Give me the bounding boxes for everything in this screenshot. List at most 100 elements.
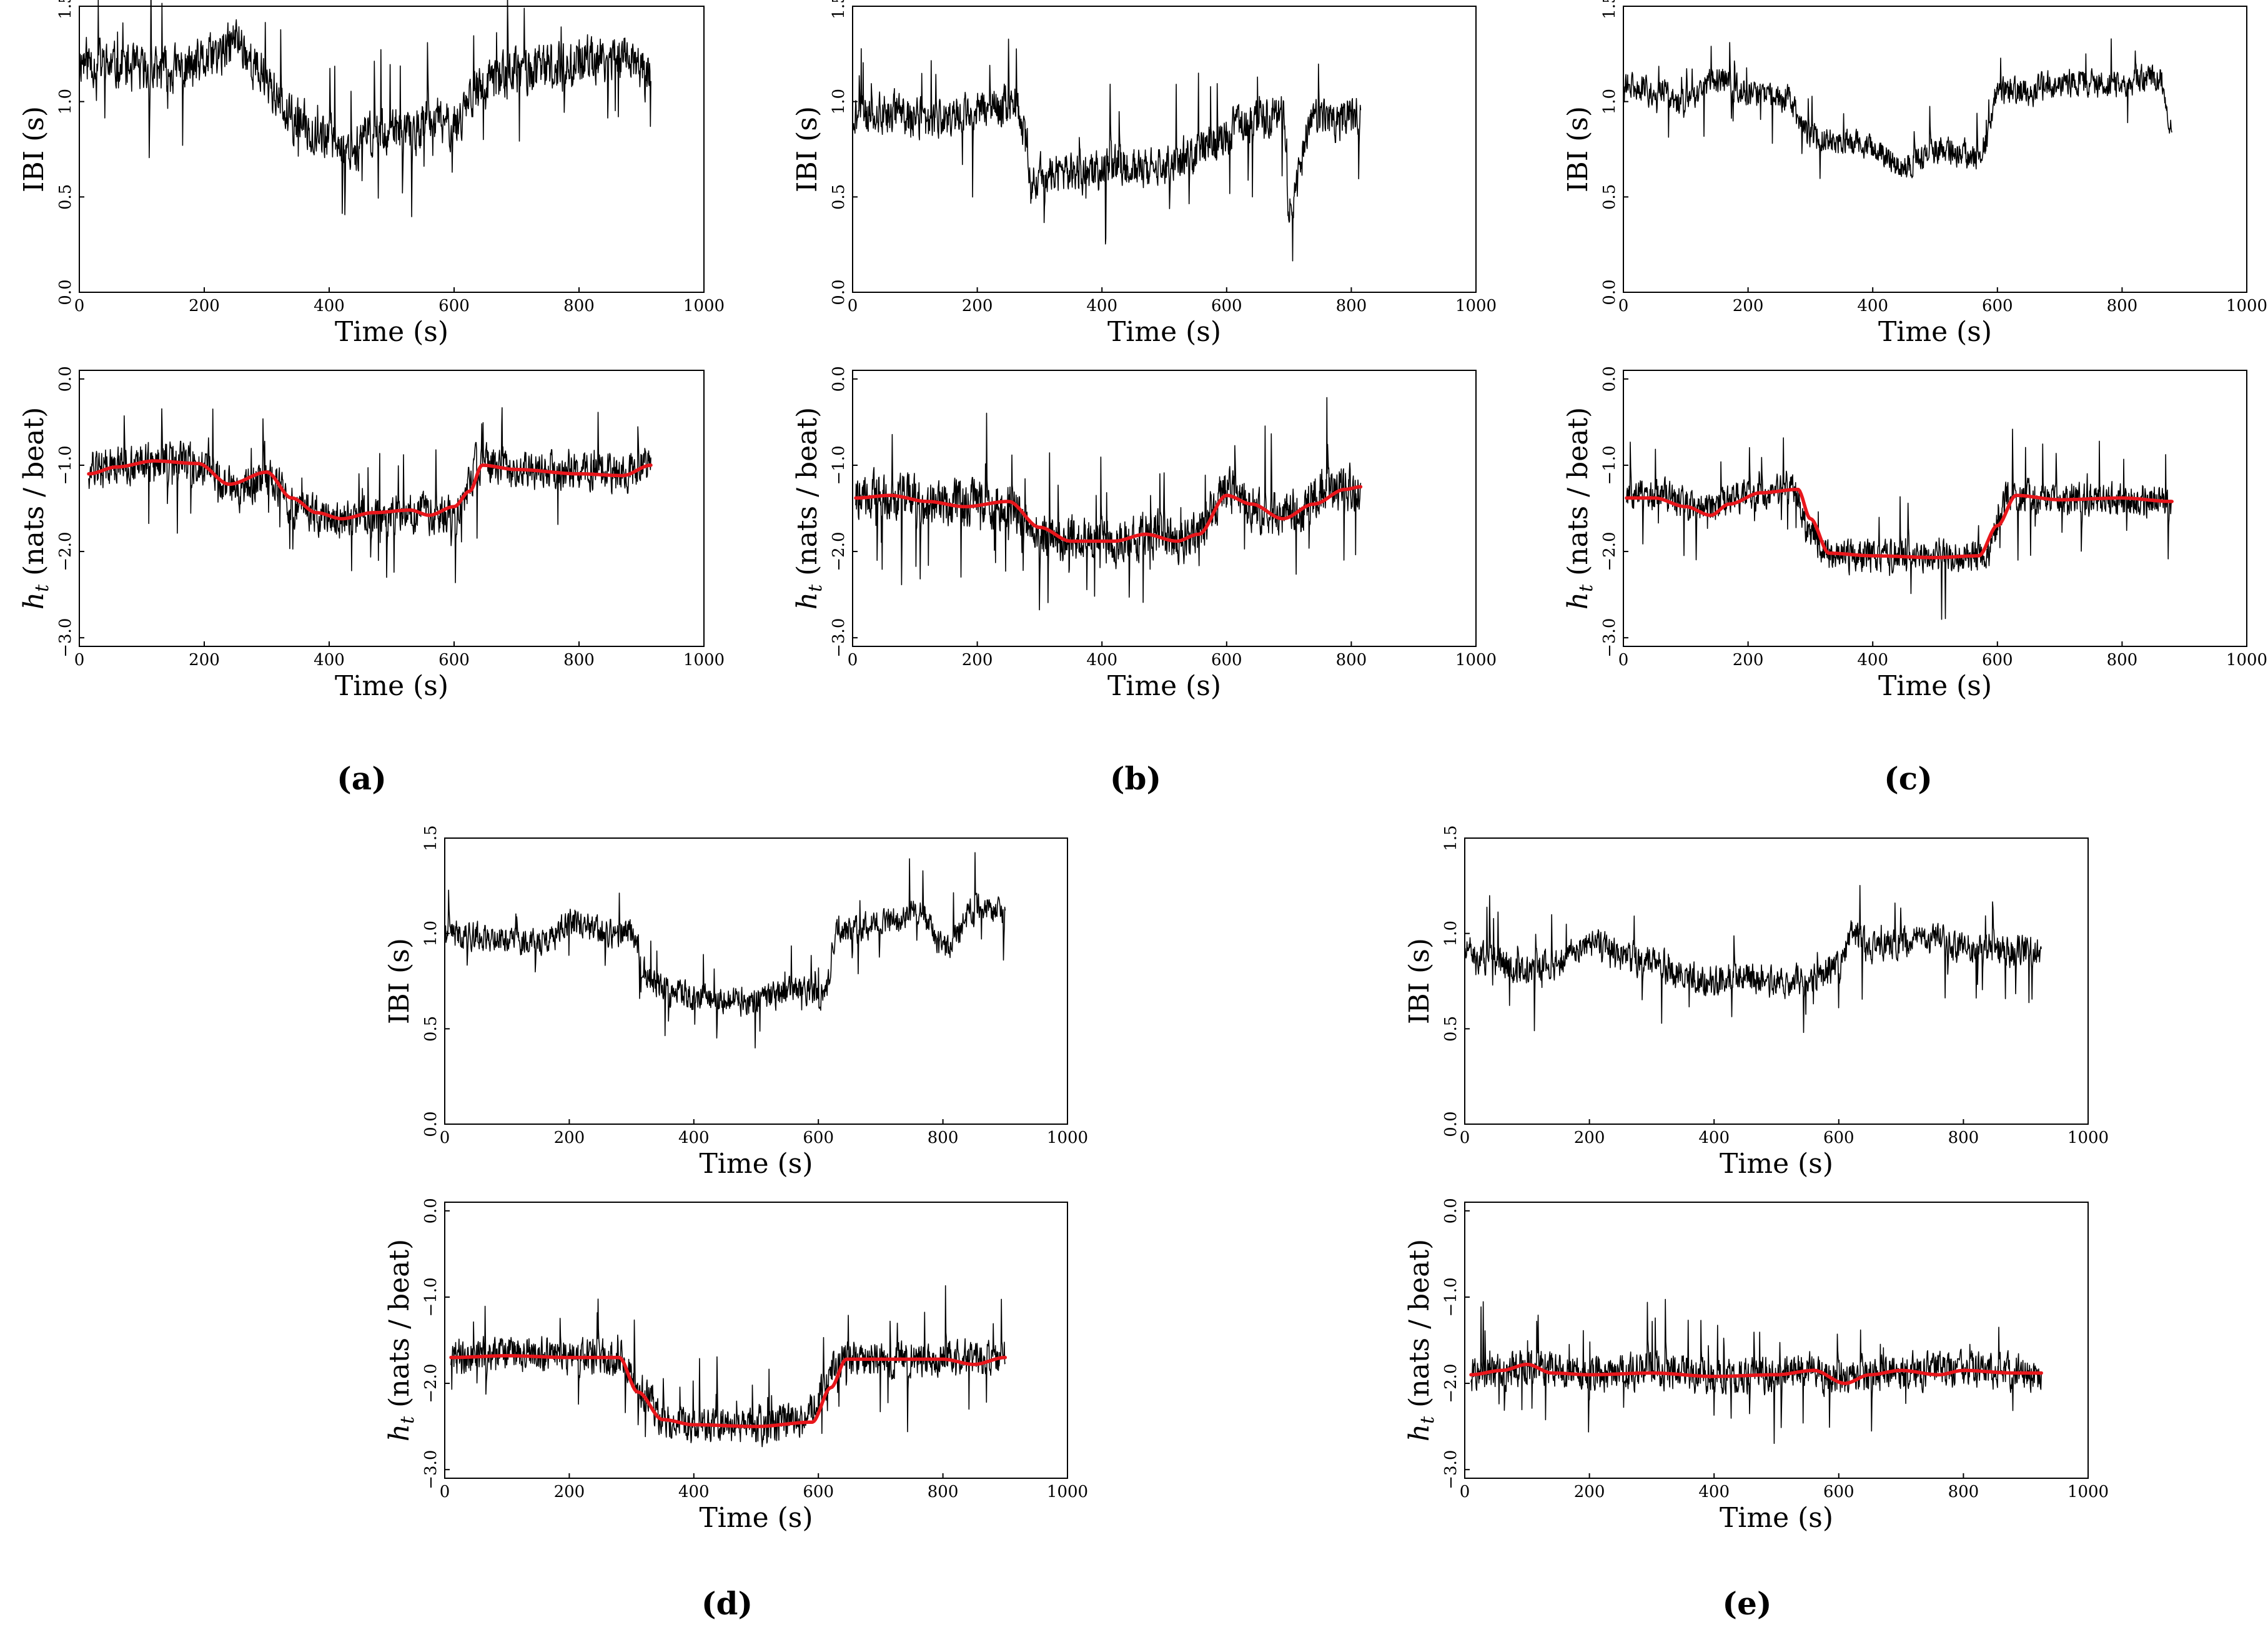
x-tick-label: 0 [440, 1483, 450, 1501]
x-tick-label: 200 [1574, 1483, 1605, 1501]
panel-label-c: (c) [1884, 760, 1933, 797]
smoothed-series-line [1625, 487, 2174, 560]
x-axis-label: Time (s) [1107, 670, 1221, 702]
x-tick-label: 400 [314, 651, 345, 669]
x-tick-label: 600 [1823, 1129, 1855, 1147]
x-tick-label: 1000 [683, 297, 725, 315]
y-tick-label: −1.0 [422, 1277, 440, 1316]
x-tick-label: 0 [848, 297, 858, 315]
panel-label-a: (a) [337, 760, 387, 797]
y-tick-label: −2.0 [56, 531, 75, 571]
y-tick-label: 1.5 [422, 825, 440, 851]
x-tick-label: 200 [962, 651, 993, 669]
plot-frame [1464, 1202, 2089, 1479]
raw-series-line [852, 38, 1362, 262]
x-tick-label: 0 [1460, 1129, 1470, 1147]
y-tick-label: −3.0 [1442, 1450, 1460, 1489]
x-tick-label: 1000 [2226, 297, 2267, 315]
x-tick-label: 800 [563, 297, 595, 315]
raw-series-line [444, 852, 1006, 1049]
y-axis-label: IBI (s) [1404, 938, 1435, 1024]
x-tick-label: 400 [678, 1483, 710, 1501]
x-tick-label: 200 [554, 1129, 585, 1147]
y-tick-label: 1.0 [1442, 921, 1460, 946]
x-tick-label: 0 [1460, 1483, 1470, 1501]
x-tick-label: 800 [928, 1483, 959, 1501]
y-tick-label: 0.5 [422, 1016, 440, 1042]
y-tick-label: 1.5 [1442, 825, 1460, 851]
chart-c-bottom: 0 200 400 600 800 1000 0.0 −1.0 −2.0 −3.0 Time (s)… [1562, 366, 2267, 702]
smoothed-series-line [87, 459, 653, 521]
x-axis-label: Time (s) [335, 316, 448, 348]
y-tick-label: 0.0 [422, 1111, 440, 1137]
y-tick-label: −3.0 [829, 618, 848, 658]
chart-e-bottom: 0 200 400 600 800 1000 0.0 −1.0 −2.0 −3.0 Time (s)… [1404, 1198, 2109, 1534]
x-tick-label: 800 [1948, 1129, 1979, 1147]
y-axis-label: IBI (s) [384, 938, 415, 1024]
x-axis-label: Time (s) [1720, 1502, 1833, 1534]
chart-d-top: 0 200 400 600 800 1000 0.0 0.5 1.0 1.5 Time (s) IBI… [384, 825, 1088, 1180]
y-tick-label: 0.5 [1442, 1016, 1460, 1042]
x-axis-label: Time (s) [699, 1148, 813, 1180]
chart-c-top: 0 200 400 600 800 1000 0.0 0.5 1.0 1.5 Time (s) IBI… [1562, 0, 2267, 348]
y-tick-label: −2.0 [829, 531, 848, 571]
y-tick-label: 0.5 [56, 184, 75, 210]
y-tick-label: −3.0 [1600, 618, 1619, 658]
x-tick-label: 600 [1211, 651, 1242, 669]
y-axis-label: ht (nats / beat) [1404, 1239, 1439, 1441]
x-tick-label: 0 [74, 297, 85, 315]
x-tick-label: 1000 [2067, 1483, 2109, 1501]
y-tick-label: −3.0 [422, 1450, 440, 1489]
chart-a-bottom: 0 200 400 600 800 1000 0.0 −1.0 −2.0 −3.0 Time (s)… [18, 366, 725, 702]
x-tick-label: 800 [1336, 651, 1367, 669]
x-tick-label: 400 [314, 297, 345, 315]
x-tick-label: 1000 [1047, 1129, 1088, 1147]
x-tick-label: 400 [1698, 1129, 1730, 1147]
plot-frame [1623, 6, 2247, 293]
plot-frame [1623, 370, 2247, 647]
raw-series-line [88, 407, 651, 583]
x-tick-label: 400 [1698, 1483, 1730, 1501]
x-tick-label: 600 [803, 1483, 834, 1501]
raw-series-line [450, 1285, 1006, 1448]
raw-series-line [1464, 885, 2042, 1033]
plot-frame [1464, 837, 2089, 1125]
x-tick-label: 800 [2107, 297, 2138, 315]
plot-frame [79, 370, 705, 647]
y-tick-label: 1.5 [56, 0, 75, 19]
x-tick-label: 600 [1211, 297, 1242, 315]
y-axis-label: IBI (s) [791, 106, 823, 192]
x-tick-label: 200 [1733, 297, 1764, 315]
y-tick-label: 1.5 [829, 0, 848, 19]
chart-d-bottom: 0 200 400 600 800 1000 0.0 −1.0 −2.0 −3.0 Time (s)… [384, 1198, 1088, 1534]
x-tick-label: 200 [189, 297, 220, 315]
x-tick-label: 1000 [2226, 651, 2267, 669]
x-tick-label: 800 [2107, 651, 2138, 669]
y-axis-label: ht (nats / beat) [791, 407, 826, 610]
x-tick-label: 400 [1086, 651, 1117, 669]
smoothed-series-line [1469, 1362, 2043, 1385]
x-axis-label: Time (s) [1878, 670, 1992, 702]
x-tick-label: 0 [1618, 297, 1629, 315]
x-tick-label: 600 [1823, 1483, 1855, 1501]
y-tick-label: −1.0 [1600, 445, 1619, 485]
x-tick-label: 1000 [1455, 297, 1497, 315]
x-tick-label: 800 [928, 1129, 959, 1147]
x-tick-label: 400 [1086, 297, 1117, 315]
x-tick-label: 600 [1982, 297, 2013, 315]
y-tick-label: −2.0 [422, 1363, 440, 1403]
x-tick-label: 0 [1618, 651, 1629, 669]
x-tick-label: 800 [1336, 297, 1367, 315]
x-tick-label: 400 [1857, 651, 1888, 669]
y-axis-label: ht (nats / beat) [1562, 407, 1597, 610]
y-tick-label: 1.0 [422, 921, 440, 946]
smoothed-series-line [854, 485, 1363, 543]
chart-b-bottom: 0 200 400 600 800 1000 0.0 −1.0 −2.0 −3.0 Time (s)… [791, 366, 1497, 702]
plot-frame [444, 1202, 1068, 1479]
y-tick-label: 1.0 [1600, 89, 1619, 114]
y-axis-label: ht (nats / beat) [18, 407, 53, 610]
panel-label-e: (e) [1722, 1585, 1771, 1622]
y-tick-label: 0.0 [1442, 1198, 1460, 1223]
x-tick-label: 400 [1857, 297, 1888, 315]
